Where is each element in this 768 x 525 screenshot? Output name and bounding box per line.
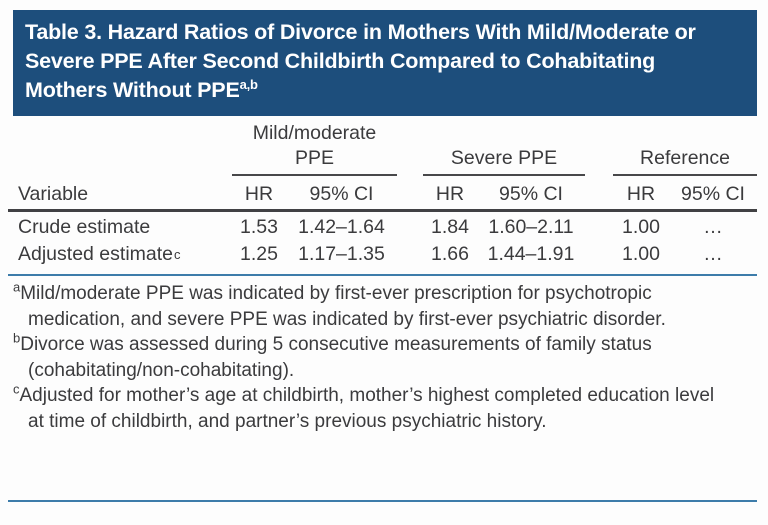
group-header-label: Reference [640, 147, 730, 169]
title-footnote-marker: a,b [239, 76, 258, 92]
data-cell-ci: 1.60–2.11 [488, 216, 574, 238]
group-header-label: Mild/moderate PPE [252, 122, 377, 169]
header-divider-rule [8, 209, 757, 212]
footnote-a: aMild/moderate PPE was indicated by firs… [8, 281, 724, 332]
table-bottom-rule [8, 274, 757, 276]
footnote-text: Adjusted for mother’s age at childbirth,… [19, 385, 715, 432]
data-cell-hr: 1.53 [240, 216, 278, 238]
data-cell-hr: 1.00 [622, 243, 660, 265]
footnotes: aMild/moderate PPE was indicated by firs… [8, 281, 724, 435]
table-title-bar: Table 3. Hazard Ratios of Divorce in Mot… [13, 10, 757, 116]
footnote-text: Mild/moderate PPE was indicated by first… [20, 283, 666, 330]
data-cell-ci: 1.42–1.64 [298, 216, 385, 238]
column-header-ci: 95% CI [681, 183, 745, 205]
data-cell-hr: 1.66 [431, 243, 469, 265]
data-cell-ci: 1.17–1.35 [298, 243, 385, 265]
footnote-c: cAdjusted for mother’s age at childbirth… [8, 383, 724, 434]
data-cell-ci: 1.44–1.91 [487, 243, 575, 265]
column-header-hr: HR [435, 183, 465, 205]
table-title: Table 3. Hazard Ratios of Divorce in Mot… [25, 20, 696, 102]
group-header-reference: Reference [613, 118, 757, 176]
table-grid: Mild/moderate PPE Severe PPE Reference V… [8, 118, 757, 276]
column-header-ci: 95% CI [499, 183, 563, 205]
column-header-ci: 95% CI [309, 183, 374, 205]
footnote-marker: b [13, 330, 21, 346]
data-cell-hr: 1.25 [240, 243, 278, 265]
footnote-marker: a [13, 279, 21, 295]
footnote-b: bDivorce was assessed during 5 consecuti… [8, 332, 724, 383]
column-header-hr: HR [626, 183, 656, 205]
table-row-label: Adjusted estimate c [18, 243, 181, 265]
group-header-label: Severe PPE [450, 147, 558, 169]
footnote-marker: c [13, 382, 20, 398]
hazard-ratio-table: Mild/moderate PPE Severe PPE Reference V… [8, 118, 757, 276]
group-header-severe-ppe: Severe PPE [423, 118, 585, 176]
footnote-text: Divorce was assessed during 5 consecutiv… [20, 334, 652, 381]
data-cell-hr: 1.84 [431, 216, 469, 238]
figure-bottom-rule [8, 500, 757, 502]
row-label-text: Crude estimate [18, 216, 151, 238]
column-header-hr: HR [244, 183, 274, 205]
data-cell-hr: 1.00 [622, 216, 660, 238]
data-cell-ci: … [703, 216, 723, 238]
data-cell-ci: … [703, 243, 723, 265]
row-label-text: Adjusted estimate [18, 243, 174, 265]
column-header-variable: Variable [18, 183, 89, 205]
table-row-label: Crude estimate [8, 214, 232, 241]
group-header-mild-moderate-ppe: Mild/moderate PPE [232, 118, 397, 176]
